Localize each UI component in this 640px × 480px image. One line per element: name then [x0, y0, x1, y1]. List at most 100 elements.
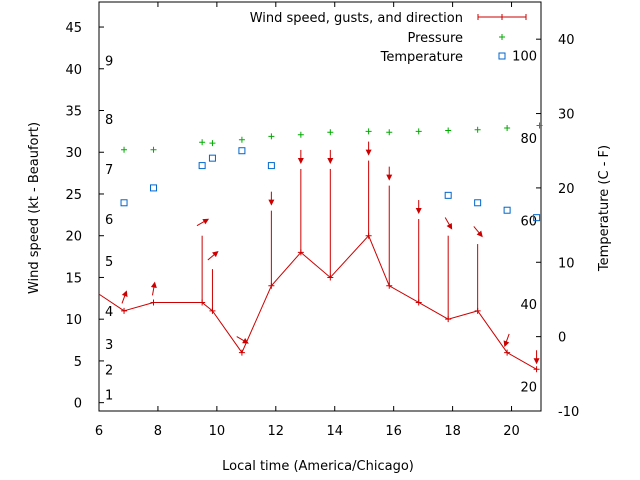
- axis-labels: Local time (America/Chicago) Wind speed …: [27, 122, 612, 474]
- legend-wind-swatch-ticks: [477, 14, 527, 20]
- y-axis-label-right: Temperature (C - F): [597, 145, 612, 272]
- wind-direction-arrowhead: [503, 340, 510, 348]
- pressure-point: [386, 129, 393, 136]
- y-left-tick-label: 45: [65, 21, 82, 36]
- wind-direction-arrowhead: [327, 157, 334, 164]
- wind-speed-line: [98, 234, 537, 370]
- x-tick-label: 18: [444, 424, 461, 439]
- pressure-point: [121, 146, 128, 153]
- y-left-tick-label: 40: [65, 63, 82, 78]
- wind-speed-point: [504, 349, 511, 356]
- pressure-point: [536, 122, 543, 129]
- pressure-point: [297, 131, 304, 138]
- pressure-point: [445, 127, 452, 134]
- wind-direction-arrowhead: [415, 208, 422, 215]
- temperature-point: [198, 162, 206, 170]
- y-left-tick-label: 0: [74, 397, 82, 412]
- legend: Wind speed, gusts, and direction Pressure…: [250, 11, 527, 65]
- series-layer: [98, 122, 543, 373]
- x-tick-label: 20: [503, 424, 520, 439]
- wind-speed-point: [268, 282, 275, 289]
- wind-speed-point: [199, 299, 206, 306]
- wind-direction-arrowhead: [202, 218, 210, 225]
- temperature-point: [474, 199, 482, 207]
- wind-direction-arrowhead: [268, 199, 275, 206]
- pressure-point: [415, 128, 422, 135]
- wind-direction-arrowhead: [297, 157, 304, 164]
- x-axis-label: Local time (America/Chicago): [222, 459, 414, 474]
- y-right-tick-label: 30: [558, 108, 575, 123]
- pressure-point: [209, 140, 216, 147]
- wind-speed-point: [209, 307, 216, 314]
- legend-pressure-swatch: [499, 34, 505, 40]
- x-tick-label: 14: [326, 424, 343, 439]
- temperature-point: [208, 154, 216, 162]
- wind-speed-point: [415, 299, 422, 306]
- y-left-tick-label: 15: [65, 271, 82, 286]
- x-tick-label: 10: [209, 424, 226, 439]
- beaufort-label: 2: [105, 363, 113, 378]
- pressure-point: [474, 126, 481, 133]
- beaufort-label: 6: [105, 213, 113, 228]
- beaufort-label: 8: [105, 113, 113, 128]
- y-left-tick-label: 25: [65, 188, 82, 203]
- pressure-point: [199, 139, 206, 146]
- legend-wind-label: Wind speed, gusts, and direction: [250, 11, 463, 26]
- beaufort-label: 5: [105, 255, 113, 270]
- wind-speed-point: [474, 307, 481, 314]
- y-left-tick-label: 30: [65, 146, 82, 161]
- beaufort-label: 3: [105, 338, 113, 353]
- wind-direction-arrowhead: [365, 149, 372, 156]
- temperature-point: [267, 162, 275, 170]
- wind-speed-point: [327, 274, 334, 281]
- pressure-point: [504, 125, 511, 132]
- y-right-tick-label: 40: [558, 33, 575, 48]
- wind-direction-arrowhead: [386, 174, 393, 181]
- pressure-point: [150, 146, 157, 153]
- plot-frame: [98, 1, 542, 412]
- temperature-point: [150, 184, 158, 192]
- y-right-tick-label: -10: [558, 405, 579, 420]
- wind-direction-arrowhead: [446, 222, 453, 230]
- wind-speed-point: [365, 232, 372, 239]
- pressure-point: [365, 128, 372, 135]
- x-tick-label: 16: [385, 424, 402, 439]
- y-left-tick-label: 5: [74, 355, 82, 370]
- chart-frame: [98, 1, 542, 412]
- beaufort-label: 4: [105, 305, 113, 320]
- fahrenheit-label: 40: [520, 298, 537, 313]
- fahrenheit-label: 60: [520, 215, 537, 230]
- temperature-point: [238, 147, 246, 155]
- legend-pressure-label: Pressure: [407, 31, 463, 46]
- y-axis-label-left: Wind speed (kt - Beaufort): [27, 122, 42, 294]
- x-tick-label: 6: [95, 424, 103, 439]
- beaufort-label: 9: [105, 54, 113, 69]
- pressure-point: [327, 129, 334, 136]
- legend-temperature-label: Temperature: [380, 50, 463, 65]
- x-tick-label: 12: [268, 424, 285, 439]
- x-tick-label: 8: [154, 424, 162, 439]
- temperature-point: [120, 199, 128, 207]
- fahrenheit-label: 100: [512, 50, 537, 65]
- wind-direction-arrowhead: [476, 230, 483, 238]
- temperature-point: [444, 191, 452, 199]
- pressure-point: [268, 133, 275, 140]
- temperature-point: [533, 214, 541, 222]
- temperature-point: [503, 206, 511, 214]
- y-left-tick-label: 10: [65, 313, 82, 328]
- pressure-point: [238, 136, 245, 143]
- wind-direction-arrowhead: [121, 290, 128, 297]
- beaufort-label: 1: [105, 388, 113, 403]
- y-right-tick-label: 20: [558, 182, 575, 197]
- wind-speed-point: [386, 282, 393, 289]
- wind-speed-point: [238, 349, 245, 356]
- wind-direction-arrowhead: [150, 281, 157, 289]
- y-left-tick-label: 35: [65, 105, 82, 120]
- wind-speed-point: [150, 299, 157, 306]
- wind-direction-arrowhead: [212, 250, 219, 258]
- wind-speed-point: [297, 249, 304, 256]
- wind-speed-point: [445, 316, 452, 323]
- fahrenheit-label: 20: [520, 380, 537, 395]
